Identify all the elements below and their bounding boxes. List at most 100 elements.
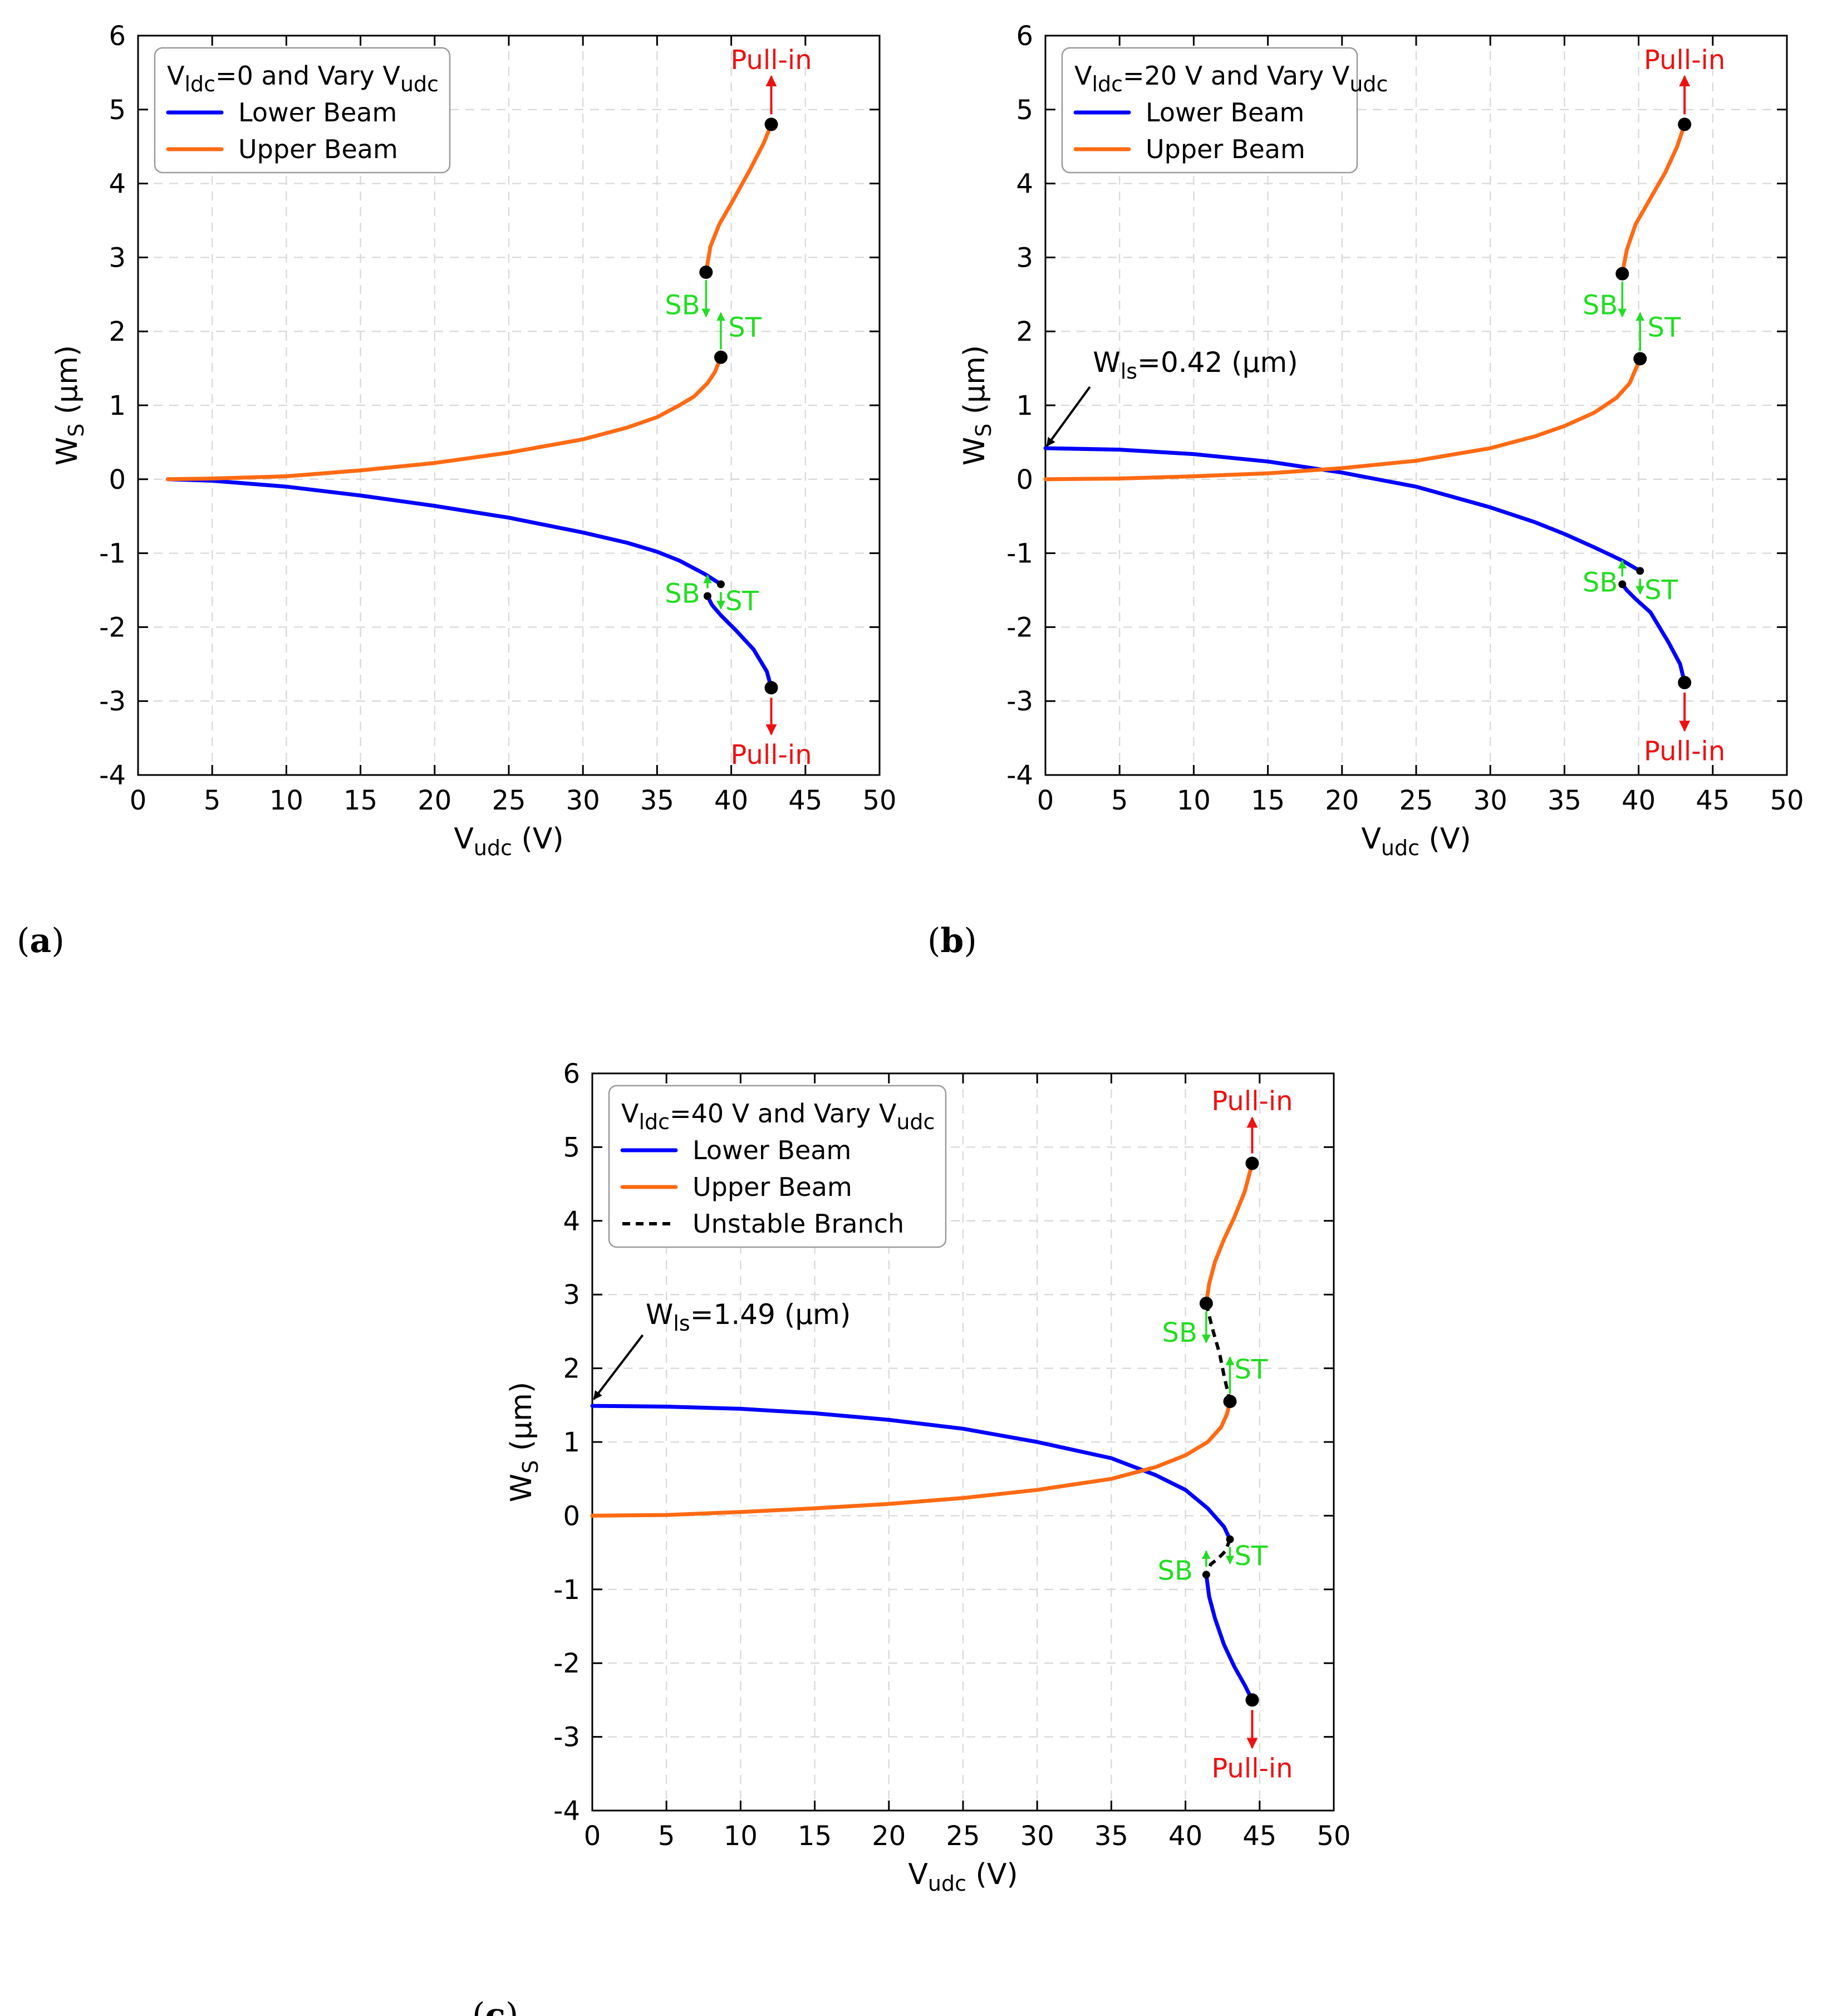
- x-axis-label: Vudc (V): [1361, 822, 1471, 860]
- x-tick-label: 45: [788, 785, 822, 816]
- critical-point-marker-5: [703, 592, 711, 600]
- legend-entry-upper: Upper Beam: [1146, 134, 1305, 164]
- pull-in-label-1: Pull-in: [1211, 1753, 1293, 1784]
- series-upper-3: [1620, 122, 1687, 276]
- y-tick-label: -1: [553, 1574, 580, 1606]
- series-group: [590, 1161, 1254, 1702]
- chart-panel-a: 0 5 10 15 20 25 30 35 40 45 50-4-3-2-10123456Vudc …: [51, 21, 897, 860]
- stability-label-5: ST: [1644, 575, 1678, 606]
- legend-entry-lower: Lower Beam: [238, 97, 397, 127]
- critical-point-marker-1: [1199, 1297, 1213, 1311]
- critical-point-marker-0: [764, 117, 778, 131]
- y-tick-label: 3: [1016, 242, 1033, 273]
- x-tick-label: 30: [1020, 1821, 1054, 1852]
- series-group: [1043, 122, 1687, 685]
- critical-point-marker-3: [1678, 676, 1692, 689]
- x-tick-label: 15: [1251, 785, 1285, 816]
- critical-point-marker-1: [699, 265, 713, 279]
- x-axis-label: Vudc (V): [908, 1858, 1018, 1896]
- series-lower-1: [705, 594, 774, 690]
- y-tick-label: -3: [99, 686, 126, 717]
- y-tick-label: -4: [99, 760, 126, 791]
- x-tick-label: 50: [1317, 1821, 1350, 1852]
- legend-entry-unstable: Unstable Branch: [692, 1209, 904, 1239]
- y-tick-label: -2: [99, 612, 126, 643]
- x-tick-label: 30: [1473, 785, 1507, 816]
- critical-point-marker-0: [1678, 117, 1692, 131]
- x-tick-label: 20: [418, 785, 451, 816]
- critical-point-marker-2: [1633, 352, 1647, 366]
- x-tick-label: 40: [714, 785, 748, 816]
- x-tick-label: 20: [1325, 785, 1359, 816]
- y-tick-label: -1: [99, 538, 126, 570]
- pull-in-label-0: Pull-in: [730, 45, 812, 76]
- x-tick-label: 25: [1399, 785, 1433, 816]
- critical-point-marker-2: [1223, 1395, 1237, 1409]
- grid: [1045, 36, 1787, 775]
- stability-label-4: SB: [1158, 1556, 1193, 1587]
- x-tick-label: 40: [1622, 785, 1656, 816]
- panel-label: (a): [17, 921, 65, 960]
- critical-point-marker-5: [1202, 1571, 1210, 1579]
- critical-point-marker-0: [1245, 1156, 1259, 1170]
- pull-in-label-0: Pull-in: [1211, 1086, 1293, 1117]
- y-tick-label: 1: [563, 1427, 580, 1458]
- y-tick-label: 0: [1016, 464, 1033, 496]
- y-tick-label: -1: [1006, 538, 1033, 570]
- y-tick-label: 0: [563, 1500, 580, 1532]
- stability-label-4: SB: [665, 578, 700, 610]
- y-tick-label: 6: [1016, 21, 1033, 52]
- legend-title: Vldc=20 V and Vary Vudc: [1074, 61, 1388, 96]
- series-upper-3: [704, 122, 774, 274]
- grid: [592, 1073, 1334, 1811]
- x-tick-label: 35: [640, 785, 674, 816]
- critical-point-marker-4: [716, 580, 725, 588]
- y-tick-label: -4: [1006, 760, 1033, 791]
- series-unstable-4: [1204, 1303, 1232, 1402]
- critical-point-marker-4: [1636, 567, 1644, 575]
- y-tick-label: -2: [1006, 612, 1033, 643]
- x-tick-label: 15: [343, 785, 377, 816]
- stability-label-2: SB: [1162, 1317, 1197, 1348]
- x-tick-label: 45: [1242, 1821, 1276, 1852]
- stability-label-5: ST: [1235, 1541, 1268, 1572]
- x-tick-label: 50: [1770, 785, 1804, 816]
- y-tick-label: -2: [553, 1648, 580, 1679]
- series-lower-0: [1043, 446, 1642, 573]
- initial-deflection-arrow: [593, 1334, 644, 1400]
- legend-title: Vldc=40 V and Vary Vudc: [621, 1098, 935, 1134]
- grid: [138, 36, 880, 775]
- x-tick-label: 35: [1548, 785, 1581, 816]
- stability-label-5: ST: [725, 586, 759, 617]
- series-group: [165, 122, 774, 690]
- stability-label-4: SB: [1583, 567, 1618, 599]
- y-tick-label: 0: [109, 464, 126, 496]
- x-tick-label: 40: [1168, 1821, 1202, 1852]
- series-unstable-5: [1205, 1538, 1232, 1576]
- x-tick-label: 0: [584, 1821, 601, 1852]
- x-tick-label: 5: [1111, 785, 1128, 816]
- y-tick-label: 4: [563, 1206, 580, 1237]
- y-tick-label: 6: [109, 21, 126, 52]
- y-tick-label: -4: [553, 1796, 580, 1827]
- x-tick-label: 50: [862, 785, 896, 816]
- x-tick-label: 30: [566, 785, 600, 816]
- x-tick-label: 25: [492, 785, 525, 816]
- stability-label-3: ST: [728, 312, 762, 344]
- legend-entry-upper: Upper Beam: [692, 1172, 852, 1202]
- y-tick-label: 2: [563, 1353, 580, 1385]
- pull-in-label-0: Pull-in: [1644, 45, 1725, 76]
- chart-panel-c: 0 5 10 15 20 25 30 35 40 45 50-4-3-2-10123456Vudc …: [505, 1058, 1351, 1896]
- x-tick-label: 10: [724, 1821, 758, 1852]
- series-lower-0: [165, 477, 723, 586]
- legend-title: Vldc=0 and Vary Vudc: [167, 61, 439, 96]
- initial-deflection-arrow: [1046, 386, 1091, 447]
- y-tick-label: 5: [1016, 95, 1033, 126]
- x-tick-label: 15: [798, 1821, 832, 1852]
- x-tick-label: 5: [204, 785, 221, 816]
- pull-in-label-1: Pull-in: [730, 739, 812, 771]
- legend-entry-upper: Upper Beam: [238, 134, 398, 164]
